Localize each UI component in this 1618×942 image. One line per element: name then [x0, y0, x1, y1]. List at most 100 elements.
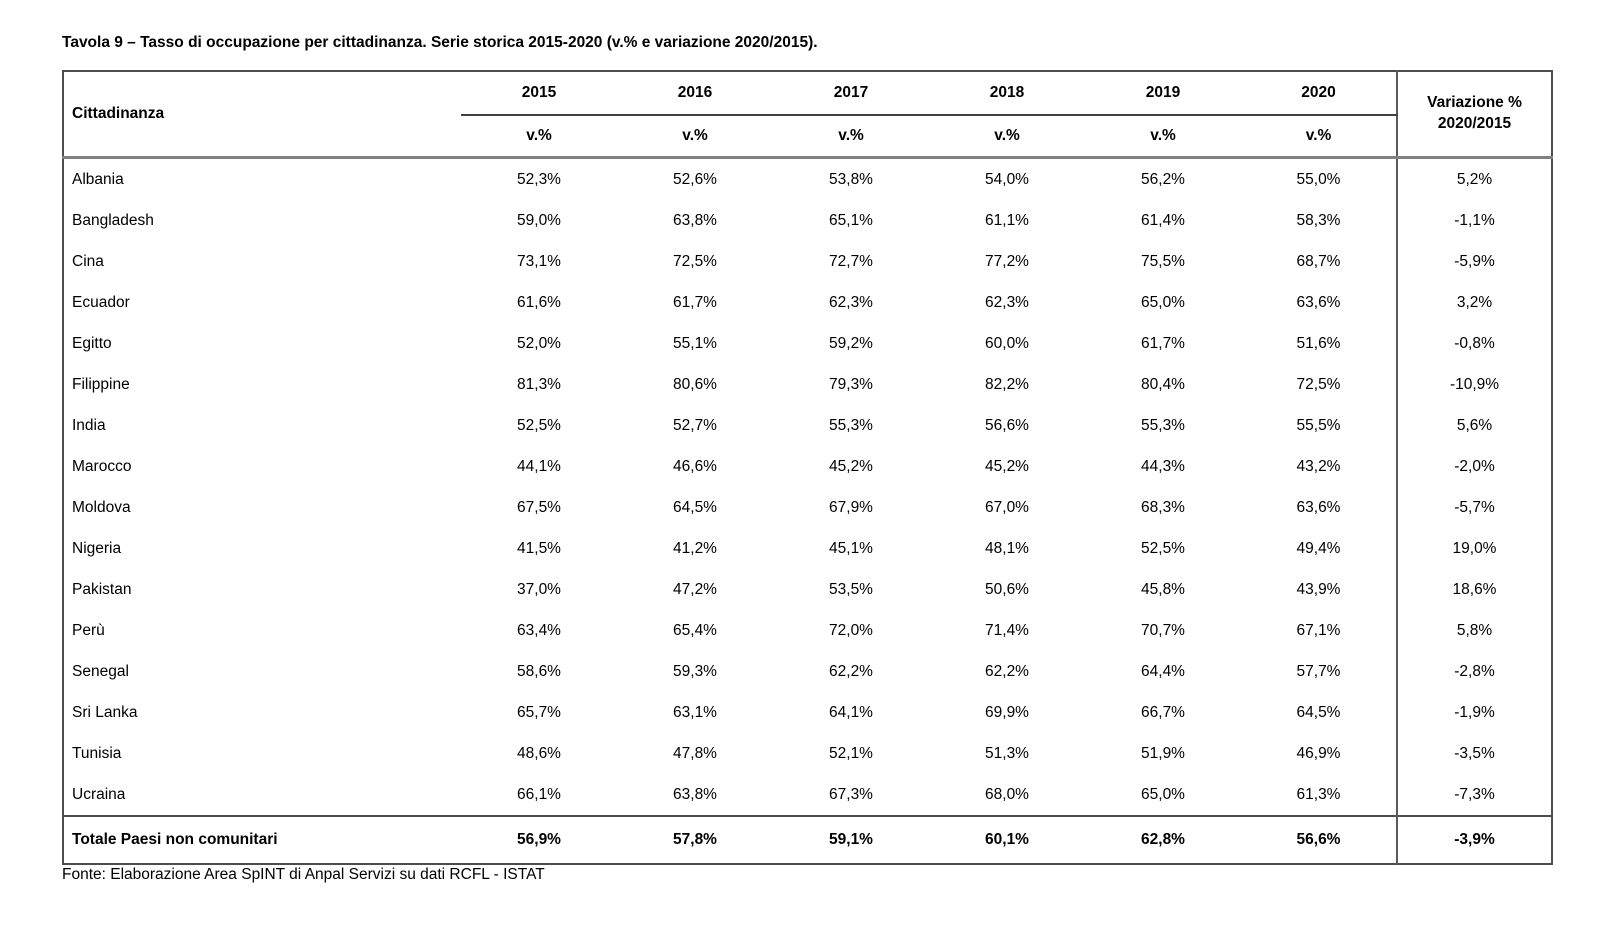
value-cell: 63,8% [673, 211, 717, 229]
table-row: Tunisia 48,6% 47,8% 52,1% 51,3% 51,9% 46,9% -3,… [63, 733, 1552, 774]
value-cell: 72,0% [829, 621, 873, 639]
table-row: Albania 52,3% 52,6% 53,8% 54,0% 56,2% 55,0% 5,2… [63, 157, 1552, 200]
value-cell: 57,7% [1296, 662, 1341, 680]
value-cell: 56,6% [1241, 815, 1397, 864]
value-cell: 66,1% [517, 785, 561, 803]
value-cell: 80,4% [1141, 375, 1185, 393]
value-cell: 46,6% [673, 457, 717, 475]
value-cell: 72,5% [673, 252, 717, 270]
value-cell: 82,2% [985, 375, 1029, 393]
value-cell: 71,4% [985, 621, 1029, 639]
value-cell: 44,3% [1141, 457, 1185, 475]
country-cell: Tunisia [72, 744, 122, 762]
value-cell: 56,9% [461, 815, 617, 864]
value-cell: 60,1% [929, 815, 1085, 864]
value-cell: 55,3% [829, 416, 873, 434]
value-cell: 55,0% [1296, 170, 1341, 188]
column-header-year-2018: 2018 [929, 71, 1085, 116]
value-cell: 79,3% [829, 375, 873, 393]
variation-cell: -5,9% [1396, 241, 1552, 282]
value-cell: 53,8% [829, 170, 873, 188]
value-cell: 64,4% [1141, 662, 1185, 680]
table-row: Filippine 81,3% 80,6% 79,3% 82,2% 80,4% 72,5% -… [63, 364, 1552, 405]
unit-label: v.% [773, 115, 929, 159]
value-cell: 58,3% [1296, 211, 1341, 229]
value-cell: 67,5% [517, 498, 561, 516]
value-cell: 60,0% [985, 334, 1029, 352]
value-cell: 62,3% [829, 293, 873, 311]
table-row: Cina 73,1% 72,5% 72,7% 77,2% 75,5% 68,7% -5,9% [63, 241, 1552, 282]
country-cell: Pakistan [72, 580, 132, 598]
value-cell: 65,4% [673, 621, 717, 639]
value-cell: 69,9% [985, 703, 1029, 721]
value-cell: 37,0% [517, 580, 561, 598]
value-cell: 58,6% [517, 662, 561, 680]
variation-cell: 5,6% [1396, 405, 1552, 446]
value-cell: 52,5% [517, 416, 561, 434]
value-cell: 70,7% [1141, 621, 1185, 639]
value-cell: 61,7% [1141, 334, 1185, 352]
value-cell: 55,1% [673, 334, 717, 352]
table-row: Pakistan 37,0% 47,2% 53,5% 50,6% 45,8% 43,9% 18… [63, 569, 1552, 610]
variation-cell: -1,9% [1396, 692, 1552, 733]
unit-label: v.% [1241, 115, 1397, 159]
country-cell: Sri Lanka [72, 703, 138, 721]
variation-cell: -2,0% [1396, 446, 1552, 487]
table-row: Ecuador 61,6% 61,7% 62,3% 62,3% 65,0% 63,6% 3,2… [63, 282, 1552, 323]
country-cell: Marocco [72, 457, 132, 475]
value-cell: 47,2% [673, 580, 717, 598]
value-cell: 44,1% [517, 457, 561, 475]
value-cell: 55,5% [1296, 416, 1341, 434]
value-cell: 52,0% [517, 334, 561, 352]
table-row: India 52,5% 52,7% 55,3% 56,6% 55,3% 55,5% 5,6% [63, 405, 1552, 446]
table-row: Egitto 52,0% 55,1% 59,2% 60,0% 61,7% 51,6% -0,8… [63, 323, 1552, 364]
value-cell: 66,7% [1141, 703, 1185, 721]
value-cell: 77,2% [985, 252, 1029, 270]
value-cell: 65,0% [1141, 785, 1185, 803]
value-cell: 67,1% [1296, 621, 1341, 639]
variation-cell: 18,6% [1396, 569, 1552, 610]
variation-header-line2: 2020/2015 [1437, 115, 1512, 132]
value-cell: 64,1% [829, 703, 873, 721]
occupation-rate-table: Cittadinanza 2015 2016 2017 2018 2019 20… [62, 70, 1553, 865]
total-label-cell: Totale Paesi non comunitari [63, 815, 461, 864]
value-cell: 52,6% [673, 170, 717, 188]
value-cell: 51,9% [1141, 744, 1185, 762]
value-cell: 61,3% [1296, 785, 1341, 803]
table-row: Nigeria 41,5% 41,2% 45,1% 48,1% 52,5% 49,4% 19,… [63, 528, 1552, 569]
country-cell: Albania [72, 170, 124, 188]
value-cell: 61,4% [1141, 211, 1185, 229]
value-cell: 61,6% [517, 293, 561, 311]
column-header-year-2019: 2019 [1085, 71, 1241, 116]
variation-cell: -0,8% [1396, 323, 1552, 364]
variation-cell: 5,2% [1396, 157, 1552, 200]
value-cell: 81,3% [517, 375, 561, 393]
table-row: Ucraina 66,1% 63,8% 67,3% 68,0% 65,0% 61,3% -7,… [63, 774, 1552, 816]
country-cell: Moldova [72, 498, 131, 516]
value-cell: 75,5% [1141, 252, 1185, 270]
value-cell: 64,5% [673, 498, 717, 516]
table-title: Tavola 9 – Tasso di occupazione per citt… [62, 34, 818, 51]
value-cell: 51,3% [985, 744, 1029, 762]
value-cell: 63,6% [1296, 293, 1341, 311]
value-cell: 41,2% [673, 539, 717, 557]
value-cell: 64,5% [1296, 703, 1341, 721]
variation-header-line1: Variazione % [1427, 94, 1522, 112]
variation-cell: 3,2% [1396, 282, 1552, 323]
variation-cell: -2,8% [1396, 651, 1552, 692]
value-cell: 45,8% [1141, 580, 1185, 598]
value-cell: 47,8% [673, 744, 717, 762]
value-cell: 68,0% [985, 785, 1029, 803]
value-cell: 54,0% [985, 170, 1029, 188]
variation-cell: -3,5% [1396, 733, 1552, 774]
column-header-year-2020: 2020 [1241, 71, 1397, 116]
value-cell: 45,2% [985, 457, 1029, 475]
value-cell: 62,2% [985, 662, 1029, 680]
value-cell: 65,7% [517, 703, 561, 721]
value-cell: 45,2% [829, 457, 873, 475]
value-cell: 56,2% [1141, 170, 1185, 188]
value-cell: 59,0% [517, 211, 561, 229]
unit-label: v.% [461, 115, 617, 159]
table-row: Moldova 67,5% 64,5% 67,9% 67,0% 68,3% 63,6% -5,… [63, 487, 1552, 528]
